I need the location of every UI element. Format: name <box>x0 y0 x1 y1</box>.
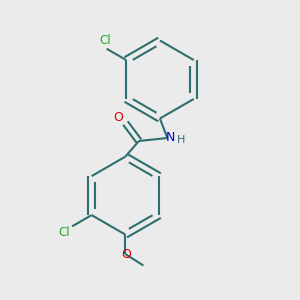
Text: H: H <box>177 135 186 146</box>
Text: N: N <box>166 131 175 144</box>
Text: Cl: Cl <box>58 226 70 239</box>
Text: Cl: Cl <box>99 34 111 47</box>
Text: O: O <box>113 111 123 124</box>
Text: O: O <box>121 248 130 261</box>
